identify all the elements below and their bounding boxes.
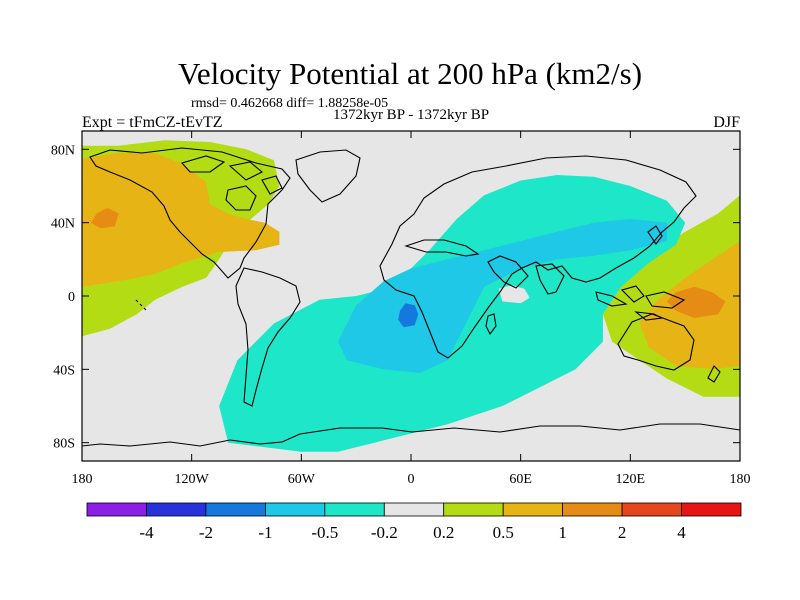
contour-region-2 [91, 208, 119, 229]
coast-arabia [487, 255, 529, 289]
neutral-region-0 [498, 285, 530, 304]
colorbar-swatch-3 [264, 502, 326, 517]
colorbar-label-1: -2 [199, 523, 213, 542]
colorbar-label-7: 1 [558, 523, 567, 542]
coast-arctic-islands [181, 155, 283, 195]
x-tick-label-4: 60E [509, 472, 532, 487]
y-tick-label-4: 80S [53, 437, 75, 452]
colorbar-label-4: -0.2 [371, 523, 398, 542]
coast-india [535, 263, 565, 295]
contour-region-8 [398, 303, 419, 328]
colorbar-swatch-6 [443, 502, 504, 517]
coast-japan [647, 225, 663, 245]
colorbar-label-3: -0.5 [311, 523, 338, 542]
coast-hawaii [135, 299, 147, 311]
coastlines [81, 147, 741, 447]
colorbar-swatch-7 [502, 502, 564, 517]
coast-south-america [235, 267, 301, 407]
y-tick-label-0: 80N [51, 143, 75, 158]
coast-north-america [89, 147, 291, 279]
contour-region-5 [666, 286, 726, 318]
colorbar: -4 -2 -1 -0.5 -0.2 0.2 0.5 1 2 4 [86, 502, 742, 542]
map-plot-area: 180 120W 60W 0 60E 120E 180 80N 40N 0 40S 80S [51, 130, 751, 487]
coast-greenland [295, 149, 361, 203]
chart-title: Velocity Potential at 200 hPa (km2/s) [178, 56, 642, 91]
contour-region-1 [82, 153, 280, 287]
coast-madagascar [485, 313, 497, 336]
coast-new-zealand [707, 365, 721, 383]
period-label: 1372kyr BP - 1372kyr BP [333, 107, 489, 123]
colorbar-swatch-2 [205, 502, 266, 517]
coast-hudson-bay [225, 185, 257, 211]
colorbar-label-2: -1 [258, 523, 272, 542]
colorbar-swatch-4 [324, 502, 385, 517]
axis-ticks [81, 131, 741, 461]
contour-region-7 [337, 219, 667, 373]
stats-label: rmsd= 0.462668 diff= 1.88258e-05 [191, 96, 388, 111]
colorbar-label-9: 4 [677, 523, 686, 542]
colorbar-label-5: 0.2 [433, 523, 454, 542]
x-tick-label-3: 0 [408, 472, 415, 487]
coast-eurasia-africa [379, 155, 697, 359]
y-tick-label-2: 0 [68, 290, 75, 305]
colorbar-label-6: 0.5 [493, 523, 514, 542]
season-label: DJF [713, 114, 740, 131]
x-tick-label-0: 180 [72, 472, 93, 487]
colorbar-swatch-8 [562, 502, 623, 517]
coast-indonesia [595, 285, 686, 321]
coast-australia [617, 313, 695, 371]
colorbar-swatch-1 [146, 502, 207, 517]
x-tick-label-6: 180 [730, 472, 751, 487]
x-tick-label-5: 120E [616, 472, 646, 487]
y-tick-label-3: 40S [53, 363, 75, 378]
axis-tick-labels: 180 120W 60W 0 60E 120E 180 80N 40N 0 40S 80S [51, 143, 751, 487]
x-tick-label-1: 120W [175, 472, 210, 487]
experiment-label: Expt = tFmCZ-tEvTZ [82, 114, 223, 131]
colorbar-swatch-0 [86, 502, 147, 517]
colorbar-swatch-10 [681, 502, 742, 517]
colorbar-label-8: 2 [618, 523, 627, 542]
colorbar-swatch-5 [383, 502, 445, 517]
colorbar-swatch-9 [621, 502, 682, 517]
coast-mediterranean [404, 239, 480, 257]
y-tick-label-1: 40N [51, 217, 75, 232]
colorbar-label-0: -4 [139, 523, 154, 542]
x-tick-label-2: 60W [288, 472, 316, 487]
coast-antarctica [81, 423, 741, 447]
